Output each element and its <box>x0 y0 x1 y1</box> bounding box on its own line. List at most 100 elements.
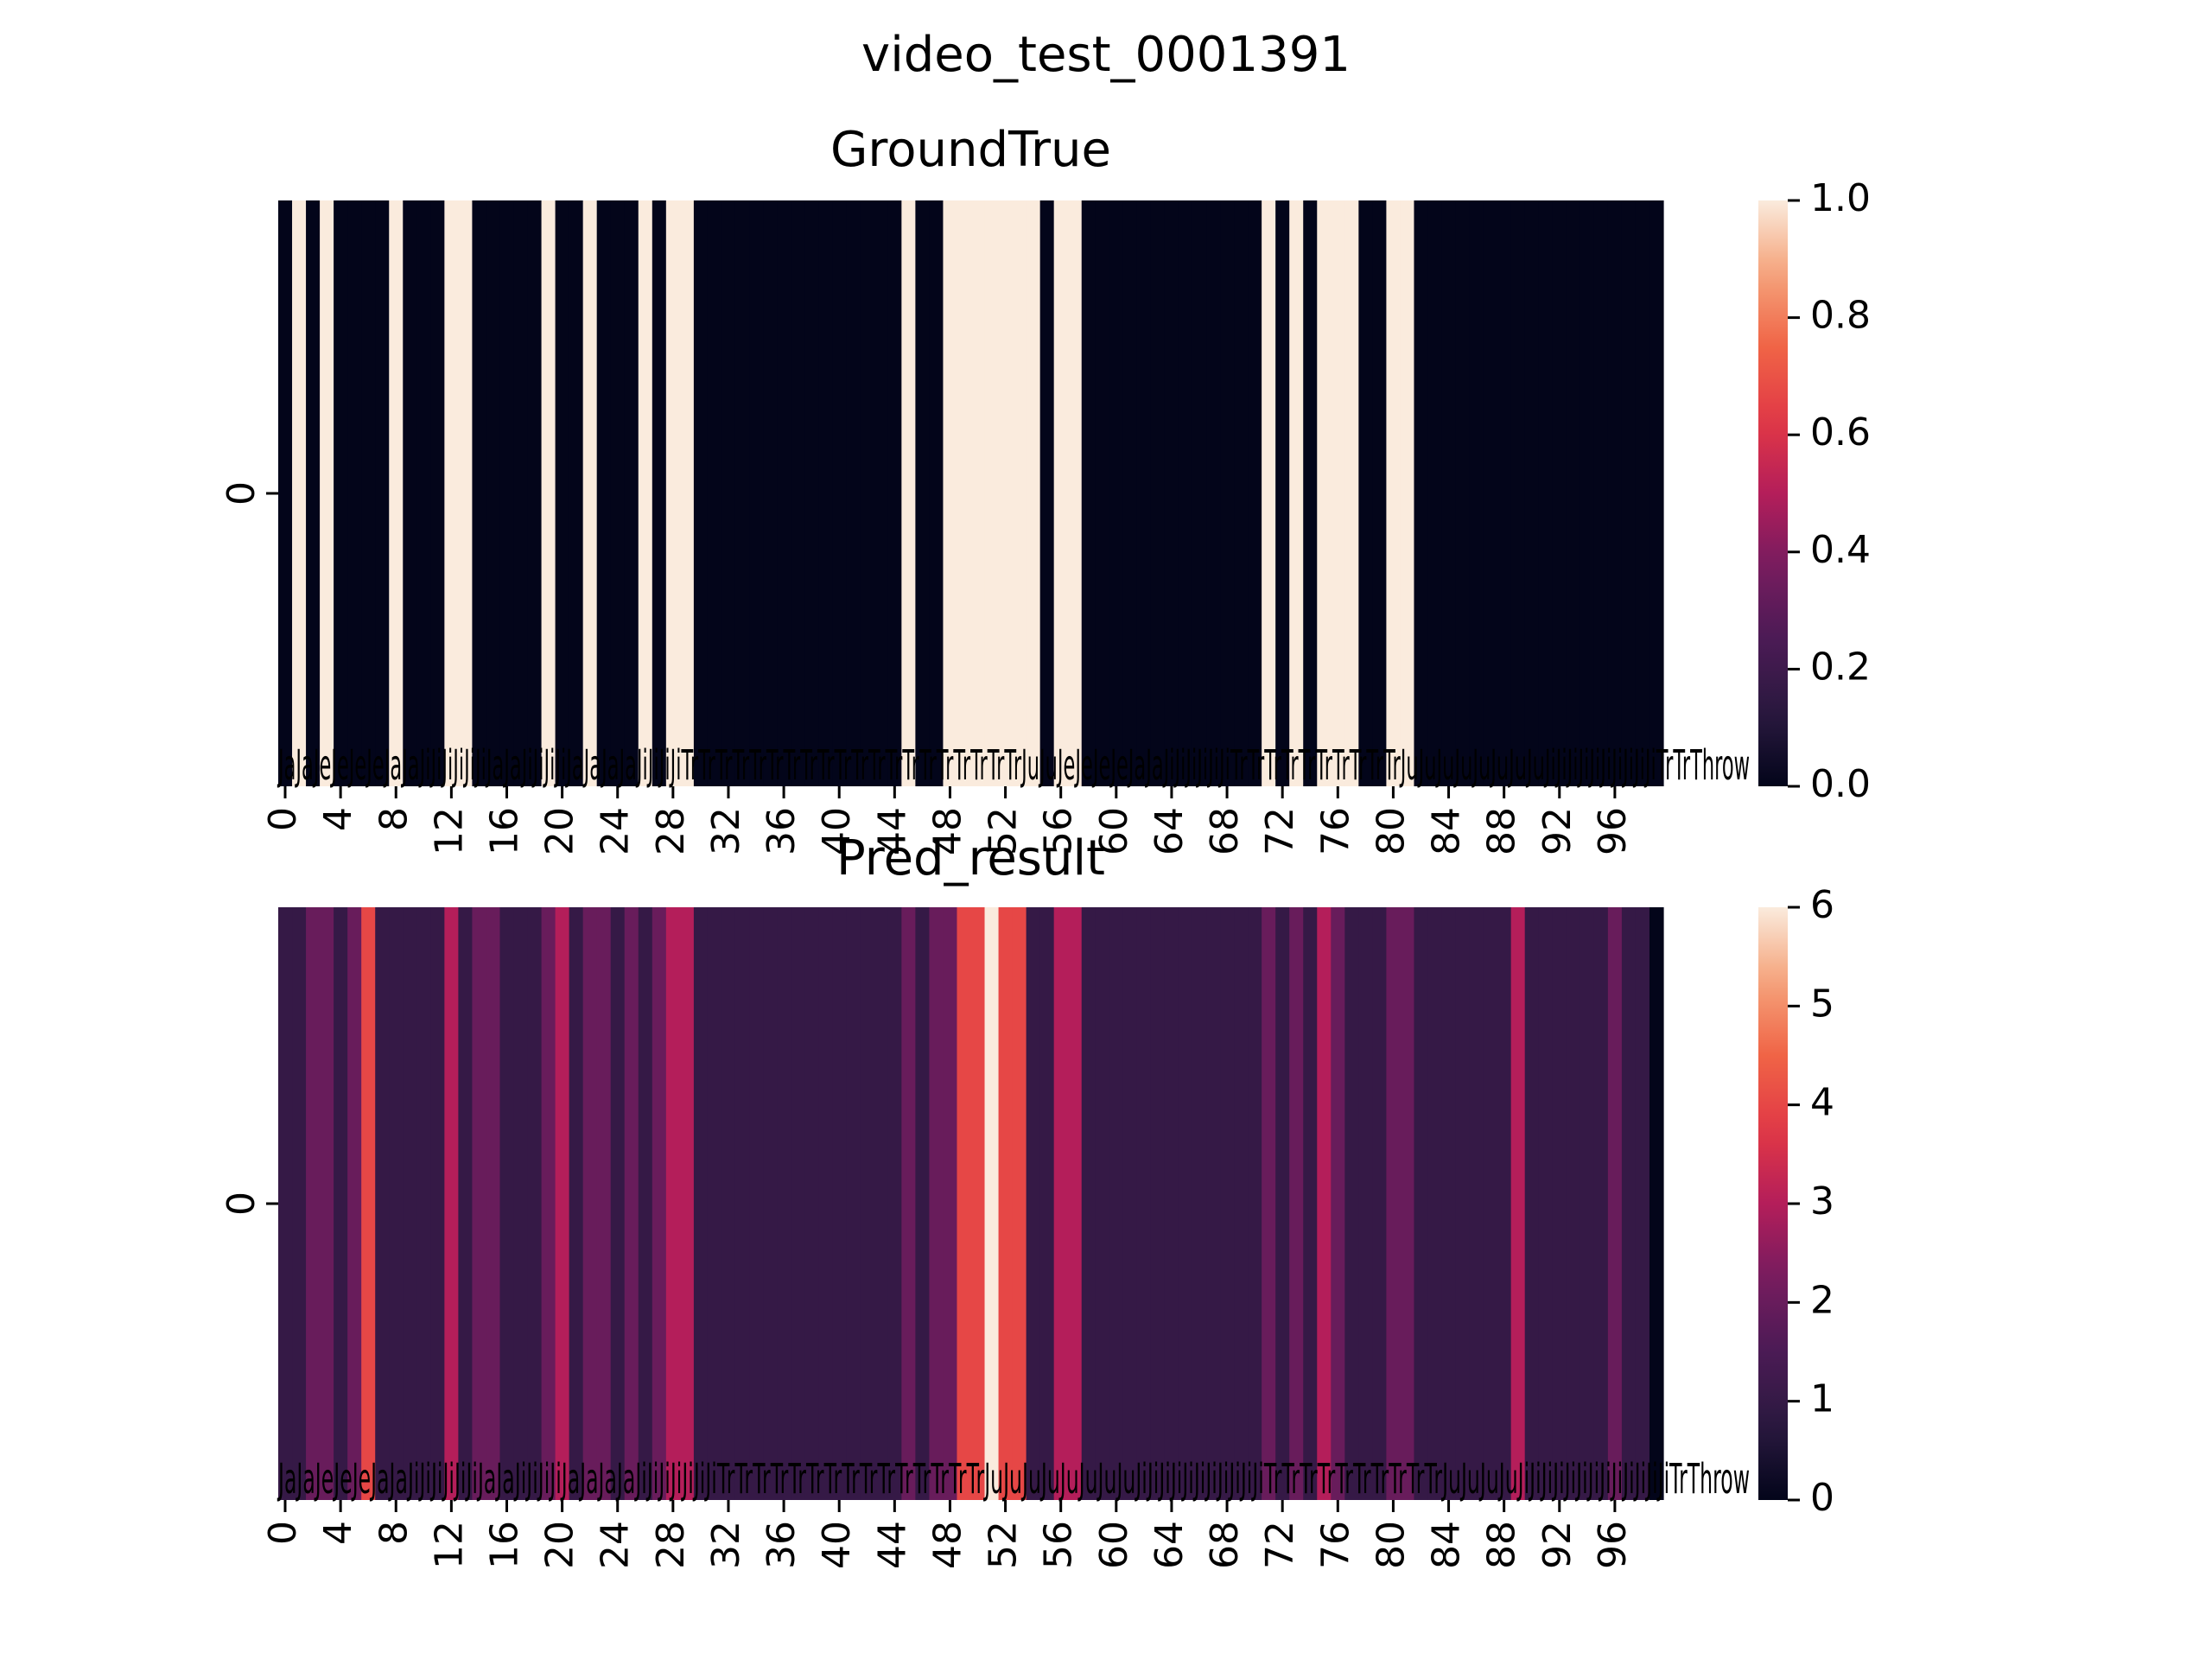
heatmap-cell <box>1303 200 1318 786</box>
y-tick-label: 0 <box>219 481 264 505</box>
groundtrue-heatmap-panel: GroundTrue JaJaJeJeJeJeJaJaJiJiJiJiJiJiJa… <box>219 122 1871 855</box>
heatmap-cell <box>1053 907 1069 1500</box>
heatmap-cell <box>292 907 307 1500</box>
x-tick-label: 64 <box>1147 807 1192 855</box>
heatmap-cell <box>1372 907 1387 1500</box>
heatmap-cell <box>1206 200 1221 786</box>
heatmap-cell <box>665 200 681 786</box>
heatmap-cell <box>1136 907 1152 1500</box>
heatmap-cell <box>1234 200 1249 786</box>
heatmap-cell <box>874 907 888 1500</box>
heatmap-cell <box>1164 907 1179 1500</box>
heatmap-cell <box>860 907 874 1500</box>
heatmap-cell <box>1012 907 1027 1500</box>
heatmap-cell <box>1414 907 1429 1500</box>
heatmap-cell <box>1303 907 1318 1500</box>
heatmap-cell <box>1538 907 1554 1500</box>
heatmap-cell <box>347 907 362 1500</box>
heatmap-cell <box>1510 907 1526 1500</box>
colorbar-tick-label: 0.6 <box>1810 410 1871 454</box>
heatmap-cell <box>1289 200 1304 786</box>
heatmap-cell <box>970 907 986 1500</box>
heatmap-cell <box>721 907 736 1500</box>
heatmap-cell <box>1081 200 1096 786</box>
heatmap-cell <box>430 907 445 1500</box>
colorbar-tick-label: 0 <box>1810 1476 1834 1520</box>
heatmap-cell <box>582 200 598 786</box>
heatmap-cell <box>1483 200 1498 786</box>
heatmap-cell <box>541 200 556 786</box>
heatmap-cell <box>638 200 653 786</box>
heatmap-cell <box>1524 200 1540 786</box>
x-tick-label: 24 <box>594 1521 638 1569</box>
heatmap-cell <box>1621 200 1637 786</box>
heatmap-cell <box>874 200 888 786</box>
x-tick-label: 16 <box>482 1521 526 1569</box>
heatmap-cell <box>1317 200 1332 786</box>
x-tick-label: 0 <box>261 807 305 831</box>
heatmap-cell <box>610 907 626 1500</box>
colorbar-tick-label: 0.8 <box>1810 294 1871 338</box>
x-tick-label: 4 <box>316 807 360 831</box>
heatmap-cell <box>527 200 543 786</box>
x-tick-label: 76 <box>1313 807 1357 855</box>
heatmap-cell <box>582 907 598 1500</box>
heatmap-cell <box>1248 907 1262 1500</box>
x-tick-label: 48 <box>925 807 969 855</box>
x-tick-label: 20 <box>538 1521 582 1569</box>
heatmap-cell <box>1372 200 1387 786</box>
heatmap-cell <box>734 907 750 1500</box>
heatmap-cell <box>334 907 348 1500</box>
heatmap-cell <box>693 200 709 786</box>
heatmap-cell <box>541 907 556 1500</box>
x-tick-label: 40 <box>815 807 859 855</box>
colorbar-tick-label: 1.0 <box>1810 176 1871 220</box>
heatmap-cell <box>1026 907 1041 1500</box>
heatmap-cell <box>1164 200 1179 786</box>
x-tick-label: 28 <box>649 1521 693 1569</box>
heatmap-cell <box>1469 907 1484 1500</box>
heatmap-cell <box>707 200 722 786</box>
heatmap-cell <box>1122 907 1138 1500</box>
heatmap-cell <box>1206 907 1221 1500</box>
x-tick-label: 8 <box>372 1521 416 1545</box>
panel-title: Pred_result <box>836 830 1105 887</box>
x-tick-label: 32 <box>704 1521 748 1569</box>
heatmap-cell <box>652 200 667 786</box>
heatmap-cell <box>1455 907 1471 1500</box>
colorbar <box>1758 200 1788 786</box>
heatmap-cell <box>513 907 529 1500</box>
heatmap-cell <box>804 200 819 786</box>
heatmap-cell <box>596 907 612 1500</box>
heatmap-cell <box>1026 200 1041 786</box>
x-tick-label: 40 <box>815 1521 859 1569</box>
heatmap-cell <box>984 200 1000 786</box>
heatmap-cell <box>1012 200 1027 786</box>
colorbar <box>1758 907 1788 1500</box>
x-tick-label: 0 <box>261 1521 305 1545</box>
x-tick-label: 84 <box>1425 1521 1469 1569</box>
heatmap-cell <box>860 200 874 786</box>
heatmap-cell <box>1635 200 1650 786</box>
heatmap-cell <box>929 200 944 786</box>
heatmap-cell <box>1593 200 1609 786</box>
heatmap-cell <box>1358 907 1373 1500</box>
heatmap-cell <box>444 200 459 786</box>
heatmap-cell <box>403 200 417 786</box>
heatmap-cell <box>1510 200 1526 786</box>
x-tick-label: 48 <box>925 1521 969 1569</box>
heatmap-cell <box>818 200 833 786</box>
heatmap-cell <box>804 907 819 1500</box>
heatmap-cell <box>1122 200 1138 786</box>
heatmap-cell <box>749 200 764 786</box>
heatmap-cell <box>638 907 653 1500</box>
heatmap-cell <box>915 200 931 786</box>
heatmap-cell <box>1386 907 1402 1500</box>
x-tick-label: 36 <box>760 807 804 855</box>
heatmap-cell <box>1607 907 1623 1500</box>
heatmap-cell <box>1497 907 1512 1500</box>
heatmap-cell <box>763 200 778 786</box>
pred-result-heatmap-panel: Pred_result JaJaJeJeJeJaJaJiJiJiJiJiJiJaJ… <box>219 830 1834 1569</box>
x-tick-label: 36 <box>760 1521 804 1569</box>
